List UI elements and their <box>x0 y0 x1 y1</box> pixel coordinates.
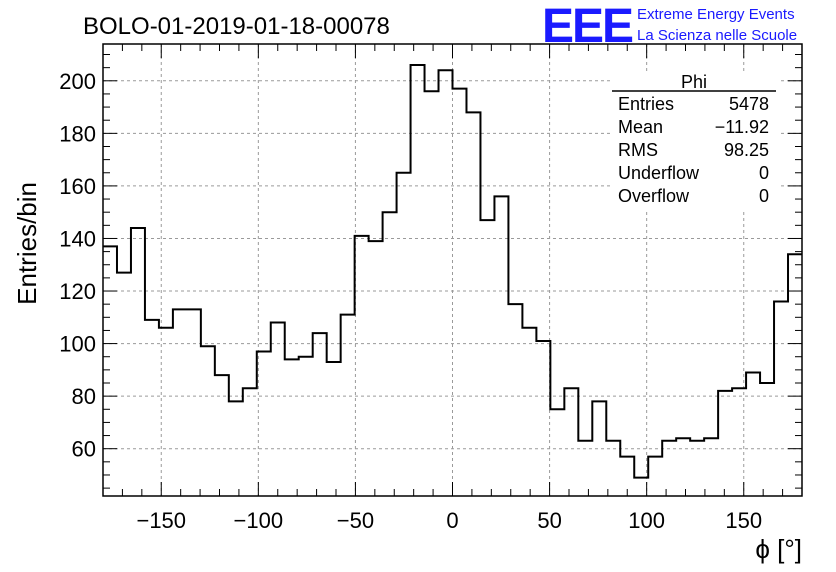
y-tick-label: 140 <box>59 226 96 251</box>
logo-line-2: La Scienza nelle Scuole <box>637 27 797 44</box>
stats-box: Phi Entries 5478 Mean −11.92 RMS 98.25 U… <box>610 72 778 212</box>
histogram-bin <box>257 351 271 496</box>
histogram-bin <box>313 333 327 496</box>
y-tick-label: 80 <box>72 384 96 409</box>
histogram-bin <box>760 383 774 496</box>
histogram-bin <box>425 91 439 496</box>
histogram-outline <box>103 64 802 479</box>
histogram-bin <box>117 273 131 496</box>
histogram-bin <box>173 309 187 496</box>
histogram-bin <box>466 112 480 496</box>
histogram-bin <box>592 401 606 496</box>
stats-label-rms: RMS <box>618 140 658 160</box>
axis-ticks <box>102 44 803 496</box>
histogram-bin <box>480 220 494 496</box>
histogram-bin <box>634 478 648 496</box>
histogram-bin <box>732 388 746 496</box>
stats-label-overflow: Overflow <box>618 186 690 206</box>
histogram-bin <box>746 372 760 496</box>
histogram-bin <box>299 357 313 496</box>
x-tick-label: 100 <box>628 508 665 533</box>
x-tick-label: −50 <box>337 508 374 533</box>
histogram-bin <box>774 302 788 496</box>
stats-value-rms: 98.25 <box>724 140 769 160</box>
logo-line-1: Extreme Energy Events <box>637 6 795 23</box>
histogram-bin <box>648 457 662 496</box>
y-tick-label: 200 <box>59 69 96 94</box>
histogram-bin <box>397 173 411 496</box>
histogram-bin <box>131 228 145 496</box>
histogram-bin <box>201 346 215 496</box>
logo-mark: EEE <box>542 0 633 53</box>
histogram-bin <box>243 388 257 496</box>
x-tick-label: −100 <box>234 508 284 533</box>
histogram-bin <box>550 409 564 496</box>
histogram-bin <box>341 315 355 496</box>
y-tick-label: 100 <box>59 332 96 357</box>
y-tick-label: 60 <box>72 437 96 462</box>
histogram-bin <box>662 441 676 496</box>
stats-value-overflow: 0 <box>759 186 769 206</box>
histogram-bin <box>159 328 173 496</box>
y-axis-label: Entries/bin <box>12 182 42 305</box>
histogram-bin <box>369 241 383 496</box>
histogram-bin <box>718 391 732 496</box>
stats-box-background <box>610 72 778 212</box>
histogram-bin <box>229 401 243 496</box>
grid-lines <box>103 44 802 496</box>
histogram-bin <box>411 65 425 496</box>
y-tick-labels: 60 80 100 120 140 160 180 200 <box>59 69 96 462</box>
histogram-bin <box>508 304 522 496</box>
histogram-bin <box>704 438 718 496</box>
histogram-bin <box>439 70 453 496</box>
stats-label-entries: Entries <box>618 94 674 114</box>
histogram-bin <box>383 212 397 496</box>
histogram-bin <box>606 441 620 496</box>
histogram-bin <box>355 236 369 496</box>
histogram-bin <box>494 196 508 496</box>
histogram-bin <box>453 89 467 496</box>
x-tick-label: 0 <box>446 508 458 533</box>
stats-label-mean: Mean <box>618 117 663 137</box>
stats-value-underflow: 0 <box>759 163 769 183</box>
stats-label-underflow: Underflow <box>618 163 700 183</box>
x-axis-label: ϕ [°] <box>755 534 802 564</box>
histogram-bin <box>564 388 578 496</box>
x-tick-label: 150 <box>725 508 762 533</box>
histogram-bin <box>271 323 285 496</box>
histogram-bin <box>327 362 341 496</box>
histogram-bin <box>145 320 159 496</box>
y-tick-label: 180 <box>59 121 96 146</box>
chart-title: BOLO-01-2019-01-18-00078 <box>83 13 390 40</box>
histogram-bin <box>103 246 117 496</box>
logo: EEE Extreme Energy Events La Scienza nel… <box>542 0 797 53</box>
histogram-bin <box>187 309 201 496</box>
histogram-bin <box>536 341 550 496</box>
histogram-bin <box>215 375 229 496</box>
x-tick-labels: −150 −100 −50 0 50 100 150 <box>136 508 762 533</box>
x-tick-label: −150 <box>136 508 186 533</box>
y-tick-label: 160 <box>59 174 96 199</box>
y-tick-label: 120 <box>59 279 96 304</box>
histogram-series <box>103 64 802 496</box>
stats-title: Phi <box>681 72 707 92</box>
histogram-bin <box>690 441 704 496</box>
histogram-bin <box>788 254 802 496</box>
histogram-bin <box>676 438 690 496</box>
histogram-bin <box>522 328 536 496</box>
histogram-bin <box>578 441 592 496</box>
stats-value-entries: 5478 <box>729 94 769 114</box>
x-tick-label: 50 <box>537 508 561 533</box>
stats-value-mean: −11.92 <box>715 117 769 137</box>
histogram-bin <box>285 359 299 496</box>
